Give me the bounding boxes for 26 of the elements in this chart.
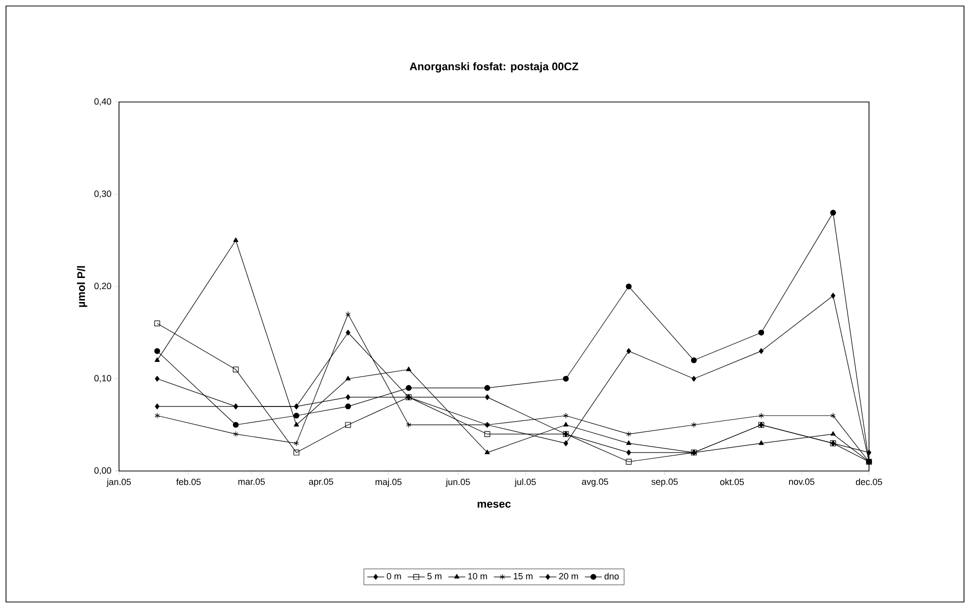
x-tick-label: jul.05 [514, 478, 536, 487]
y-tick-label: 0,10 [94, 375, 112, 382]
y-tick-label: 0,00 [94, 467, 112, 475]
x-tick-label: nov.05 [789, 478, 814, 485]
y-tick-label: 0,40 [94, 98, 112, 106]
x-tick-label: maj.05 [376, 478, 402, 487]
legend-label: 20 m [559, 573, 578, 580]
x-tick-label: jan.05 [106, 478, 131, 487]
x-tick-label: sep.05 [651, 478, 678, 487]
legend-label: dno [604, 572, 619, 580]
x-tick-label: apr.05 [309, 478, 334, 487]
y-tick-label: 0,20 [94, 282, 112, 290]
legend-label: 15 m [514, 573, 532, 580]
x-axis-title: mesec [478, 502, 511, 508]
legend-label: 10 m [468, 573, 487, 580]
y-axis-title: µmol P/l [76, 266, 88, 307]
x-tick-label: avg.05 [582, 478, 608, 487]
chart-title: Anorganski fosfat: postaja 00CZ [410, 62, 578, 72]
y-tick-label: 0,30 [94, 190, 112, 198]
x-tick-label: jun.05 [446, 478, 470, 487]
x-tick-label: okt.05 [720, 478, 744, 486]
x-tick-label: mar.05 [238, 478, 265, 485]
legend-label: 0 m [386, 573, 401, 580]
x-tick-label: feb.05 [176, 478, 201, 486]
legend-label: 5 m [427, 573, 442, 580]
x-tick-label: dec.05 [856, 478, 882, 486]
